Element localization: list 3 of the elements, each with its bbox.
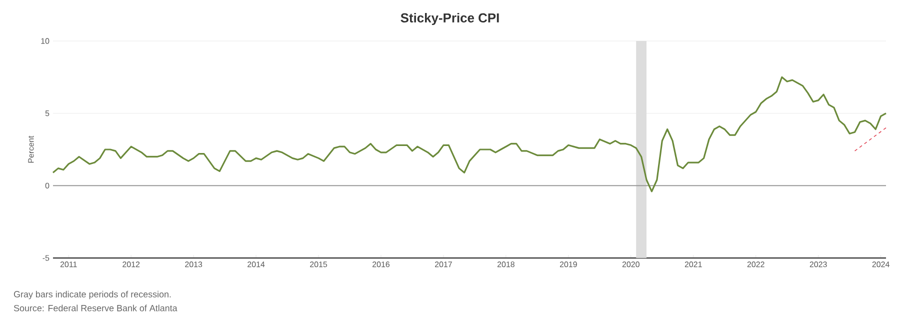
text: Gray bars indicate periods of recession. — [14, 290, 171, 300]
chart-title: Sticky-Price CPI — [400, 12, 499, 26]
source-note: Source: Federal Reserve Bank of Atlanta — [14, 304, 178, 312]
